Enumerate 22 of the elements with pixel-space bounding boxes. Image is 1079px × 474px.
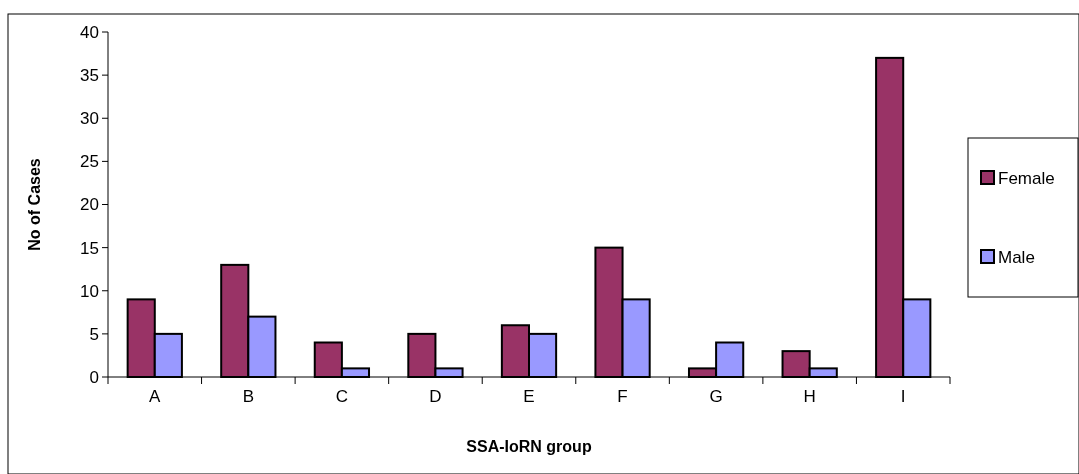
y-tick-label: 5 (89, 324, 99, 344)
x-axis-title: SSA-IoRN group (466, 438, 592, 455)
legend-label: Male (998, 247, 1035, 267)
y-tick-label: 30 (80, 109, 99, 129)
y-tick-label: 20 (80, 195, 99, 215)
x-tick-label: B (242, 387, 255, 406)
x-tick-label: C (335, 387, 349, 406)
y-tick-label: 15 (80, 238, 99, 258)
x-tick-label: A (149, 387, 162, 406)
x-tick-label: H (803, 387, 816, 406)
x-tick-label: G (709, 387, 723, 406)
x-tick-label: I (900, 387, 906, 406)
x-tick-label: D (429, 387, 442, 406)
y-tick-label: 40 (80, 22, 99, 42)
y-axis-title: No of Cases (26, 158, 43, 251)
legend-label: Female (998, 168, 1055, 188)
x-tick-label: F (617, 387, 628, 406)
y-tick-label: 25 (80, 152, 99, 172)
y-tick-label: 0 (89, 367, 99, 387)
x-tick-label: E (523, 387, 535, 406)
y-tick-label: 10 (80, 281, 99, 301)
y-tick-label: 35 (80, 66, 99, 86)
